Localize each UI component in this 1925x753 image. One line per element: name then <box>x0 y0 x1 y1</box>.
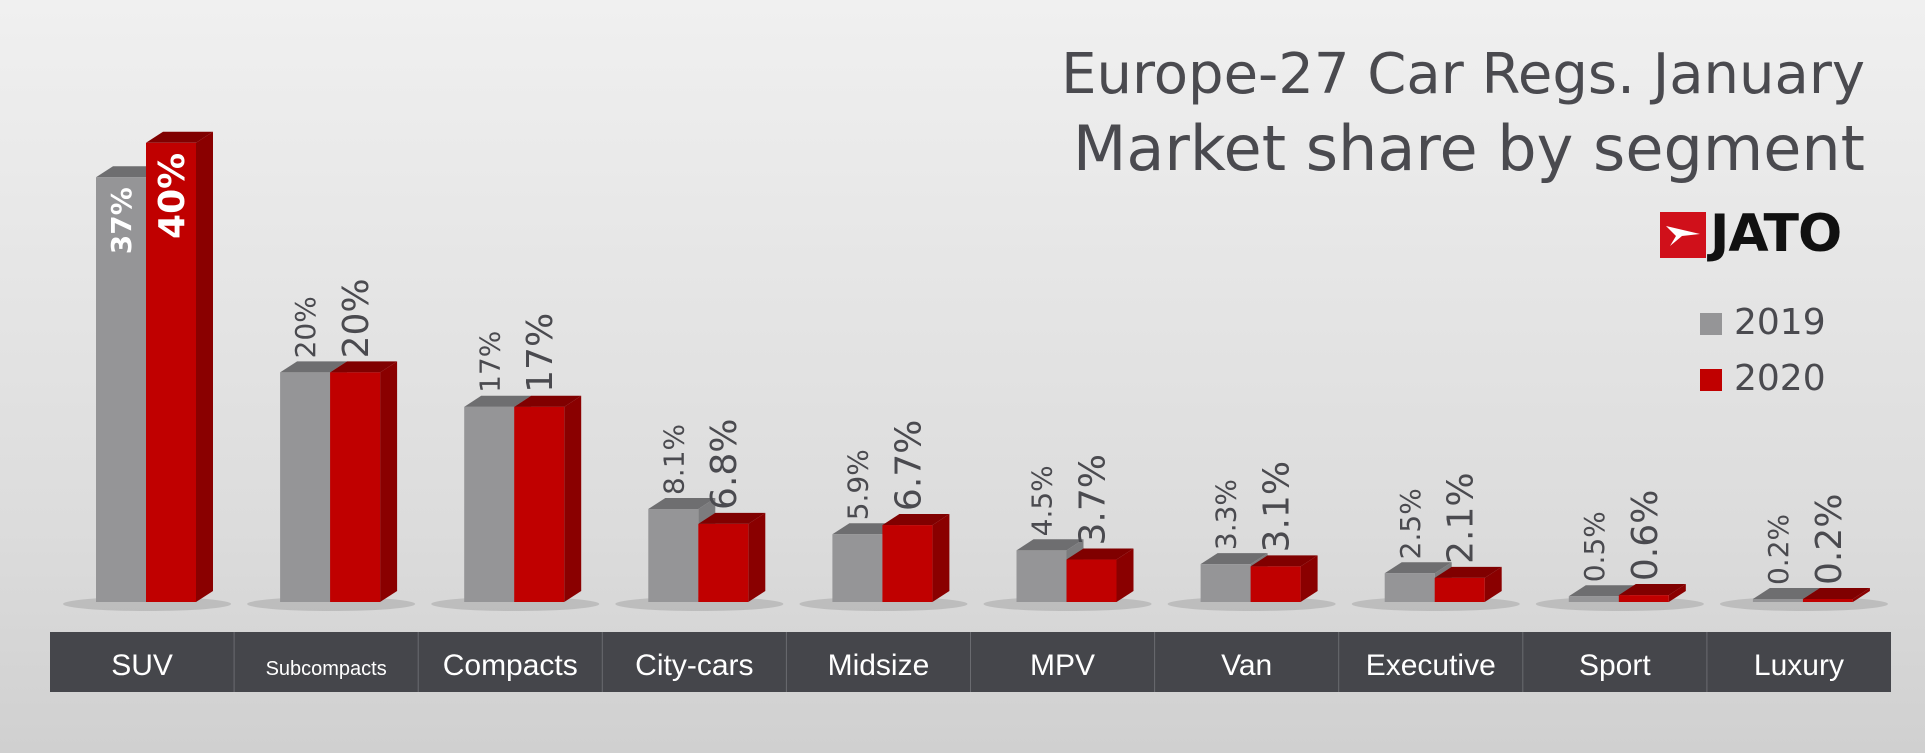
bar-top <box>514 395 582 407</box>
category-label: Luxury <box>1754 649 1844 682</box>
bar-top <box>1016 539 1084 551</box>
bar-top <box>1250 555 1318 567</box>
bar-top <box>1434 566 1502 578</box>
bar-2020-compacts <box>514 406 565 602</box>
bar-top <box>464 395 532 407</box>
bar-top <box>146 131 213 143</box>
bar-2019-city-cars <box>648 509 699 602</box>
bar-2019-sport <box>1568 596 1619 602</box>
bar-side <box>932 514 950 602</box>
legend-label: 2019 <box>1734 302 1826 343</box>
bar-side <box>196 131 213 602</box>
bar-2019-compacts <box>464 406 515 602</box>
bar-2020-executive <box>1434 577 1485 602</box>
data-label: 40% <box>152 153 193 239</box>
category-label: Executive <box>1366 649 1496 682</box>
category-label: MPV <box>1030 649 1095 682</box>
category-label: City-cars <box>635 649 753 682</box>
data-label: 0.2% <box>1809 494 1850 585</box>
data-label: 17% <box>473 331 506 393</box>
bar-2020-sport <box>1618 595 1669 602</box>
bar-top <box>648 497 716 510</box>
data-label: 37% <box>105 187 138 254</box>
bar-2019-executive <box>1384 573 1435 602</box>
bar-top <box>1384 562 1452 574</box>
data-label: 20% <box>336 278 377 358</box>
bar-2020-mpv <box>1066 559 1117 602</box>
bar-top <box>882 514 950 526</box>
bar-top <box>1066 548 1134 560</box>
data-label: 0.5% <box>1578 511 1611 582</box>
bar-2019-midsize <box>832 534 883 602</box>
category-label: Subcompacts <box>266 658 387 680</box>
data-label: 3.1% <box>1257 461 1298 552</box>
jato-logo: JATO <box>1660 204 1870 264</box>
bar-top <box>330 361 398 373</box>
bar-side <box>1484 566 1502 602</box>
category-label: Van <box>1221 649 1272 682</box>
category-label: Sport <box>1579 649 1651 682</box>
data-label: 6.8% <box>704 418 745 509</box>
data-label: 3.7% <box>1072 454 1113 545</box>
category-label: Compacts <box>443 649 578 682</box>
bar-2020-midsize <box>882 525 933 602</box>
chart-title: Europe-27 Car Regs. January <box>1061 42 1865 107</box>
bar-side <box>380 361 398 602</box>
bar-top <box>1200 553 1268 565</box>
data-label: 0.6% <box>1625 490 1666 581</box>
data-label: 2.1% <box>1441 472 1482 563</box>
bar-2019-subcompacts <box>280 372 331 602</box>
category-label: Midsize <box>828 649 930 682</box>
bar-side <box>748 512 766 602</box>
bar-top <box>1618 584 1686 596</box>
data-label: 3.3% <box>1210 479 1243 550</box>
bar-top <box>1568 585 1636 597</box>
bar-2020-luxury <box>1802 599 1853 602</box>
category-label: SUV <box>111 649 173 682</box>
legend-swatch-2019 <box>1700 313 1722 335</box>
jato-logo-text: JATO <box>1710 204 1842 264</box>
bar-2020-city-cars <box>698 523 749 602</box>
data-label: 2.5% <box>1394 488 1427 559</box>
data-label: 17% <box>520 313 561 393</box>
data-label: 20% <box>289 296 322 358</box>
bar-2020-van <box>1250 566 1301 602</box>
bar-top <box>1752 587 1820 599</box>
data-label: 5.9% <box>841 449 874 520</box>
bar-2020-suv <box>146 142 196 603</box>
legend-swatch-2020 <box>1700 369 1722 391</box>
bar-side <box>564 395 582 602</box>
bar-side <box>1852 587 1870 602</box>
bar-2019-luxury <box>1752 599 1803 602</box>
legend-item-2020: 2020 <box>1700 358 1826 399</box>
bar-2019-suv <box>96 177 146 603</box>
data-label: 4.5% <box>1026 465 1059 536</box>
bar-2020-subcompacts <box>330 372 381 602</box>
legend-label: 2020 <box>1734 358 1826 399</box>
data-label: 8.1% <box>657 424 690 495</box>
bar-side <box>1116 548 1134 602</box>
bar-top <box>1802 587 1870 599</box>
data-label: 6.7% <box>888 420 929 511</box>
bar-2019-mpv <box>1016 550 1067 602</box>
chart-subtitle: Market share by segment <box>1072 112 1865 185</box>
bar-2019-van <box>1200 564 1251 602</box>
bar-top <box>698 512 766 524</box>
bar-top <box>280 361 348 373</box>
bar-side <box>1668 584 1686 602</box>
data-label: 0.2% <box>1762 514 1795 585</box>
legend-item-2019: 2019 <box>1700 302 1826 343</box>
jato-logo-icon <box>1660 212 1706 258</box>
bar-side <box>1300 555 1318 602</box>
